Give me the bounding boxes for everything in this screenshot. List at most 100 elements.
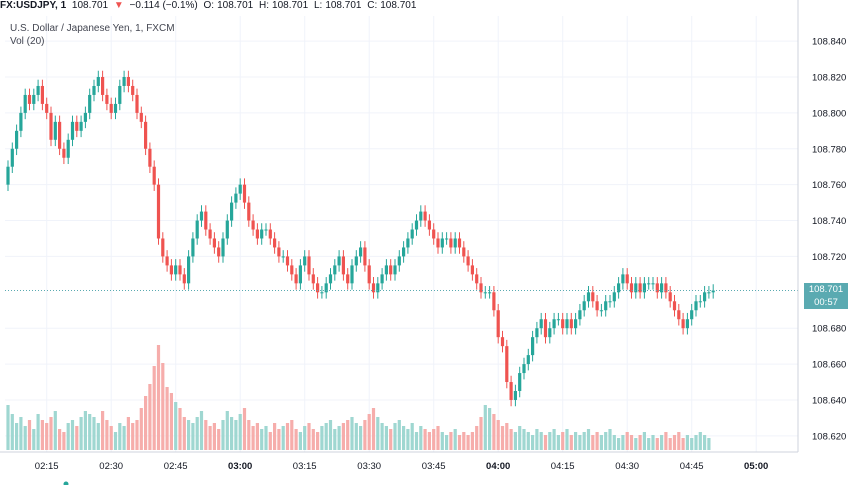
x-tick-label: 04:30 [615,461,639,472]
volume-bar [638,435,642,450]
candle-body [660,283,664,293]
candle-body [690,310,694,320]
volume-bar [445,435,449,450]
candle-body [290,265,294,275]
candle-body [161,238,165,257]
volume-bar [591,435,595,450]
volume-bar [139,408,143,450]
o-value: 108.701 [217,0,254,11]
series-title[interactable]: U.S. Dollar / Japanese Yen, 1, FXCM [10,23,175,34]
volume-bar [518,426,522,450]
candle-body [380,274,384,284]
x-tick-label: 02:30 [99,461,123,472]
volume-bar [217,429,221,450]
volume-bar [363,420,367,450]
volume-bar [131,423,135,450]
volume-bar [10,414,14,450]
candle-body [139,112,143,122]
candle-body [285,256,290,266]
y-tick-label: 108.640 [812,395,846,406]
candle-body [466,256,470,266]
candle-body [694,301,698,311]
candle-body [647,283,651,285]
candle-body [19,112,23,131]
candle-body [617,283,621,293]
candle-body [113,103,118,113]
volume-bar [647,438,651,450]
candle-body [208,229,212,239]
candle-body [23,94,27,113]
volume-bar [225,411,229,450]
x-tick-label: 03:45 [422,461,446,472]
candle-body [681,319,685,329]
candle-body [436,238,440,248]
volume-bar [440,432,444,450]
candle-body [531,337,535,356]
candle-body [522,364,526,374]
candle-body [367,265,371,284]
volume-bar [556,435,560,450]
volume-bar [320,426,324,450]
candle-body [58,121,62,149]
volume-bar [135,420,139,450]
candle-body [32,94,36,104]
candle-body [354,256,358,266]
volume-bar [393,423,397,450]
volume-bar [500,426,505,450]
volume-bar [526,432,530,450]
candle-body [488,292,492,294]
candle-body [234,193,238,203]
last-price-tag: 108.701 [804,283,848,296]
candle-body [574,319,578,329]
candle-body [230,202,234,221]
candle-body [642,283,646,293]
volume-bar [634,438,638,450]
volume-bar [109,426,113,450]
candle-body [10,148,14,167]
countdown-tag: 00:57 [804,296,848,309]
candle-body [548,328,552,338]
volume-bar [328,420,333,450]
candle-body [144,121,148,149]
volume-bar [479,417,483,450]
volume-bar [6,405,10,450]
volume-bar [664,432,668,450]
candle-body [470,265,474,275]
candle-body [195,220,199,239]
candle-body [595,301,599,311]
candle-body [414,220,419,230]
candle-body [543,319,548,338]
volume-bar [105,420,109,450]
candle-body [655,283,659,293]
volume-bar [599,435,603,450]
candle-body [247,202,251,221]
candle-body [565,319,569,329]
candle-body [505,346,509,383]
candle-body [281,256,285,258]
volume-bar [126,417,130,450]
symbol-name[interactable]: FX:USDJPY, 1 [0,0,67,11]
volume-bar [311,429,315,450]
volume-bar [406,429,410,450]
candle-body [6,166,10,185]
volume-bar [346,420,350,450]
candle-body [92,85,96,95]
volume-bar [608,429,612,450]
candle-body [260,229,264,239]
volume-bar [79,417,83,450]
volume-bar [414,432,419,450]
volume-bar [58,429,62,450]
volume-bars [6,345,711,450]
volume-bar [535,429,539,450]
volume-bar [496,420,500,450]
x-tick-label: 02:15 [35,461,59,472]
candle-body [212,238,216,248]
volume-bar [23,426,27,450]
volume-bar [191,423,195,450]
volume-indicator-label[interactable]: Vol (20) [10,36,45,47]
header-ohlc: FX:USDJPY, 1 108.701 ▼ −0.114 (−0.1%) O:… [0,0,852,14]
candle-body [604,301,608,311]
volume-bar [629,435,634,450]
